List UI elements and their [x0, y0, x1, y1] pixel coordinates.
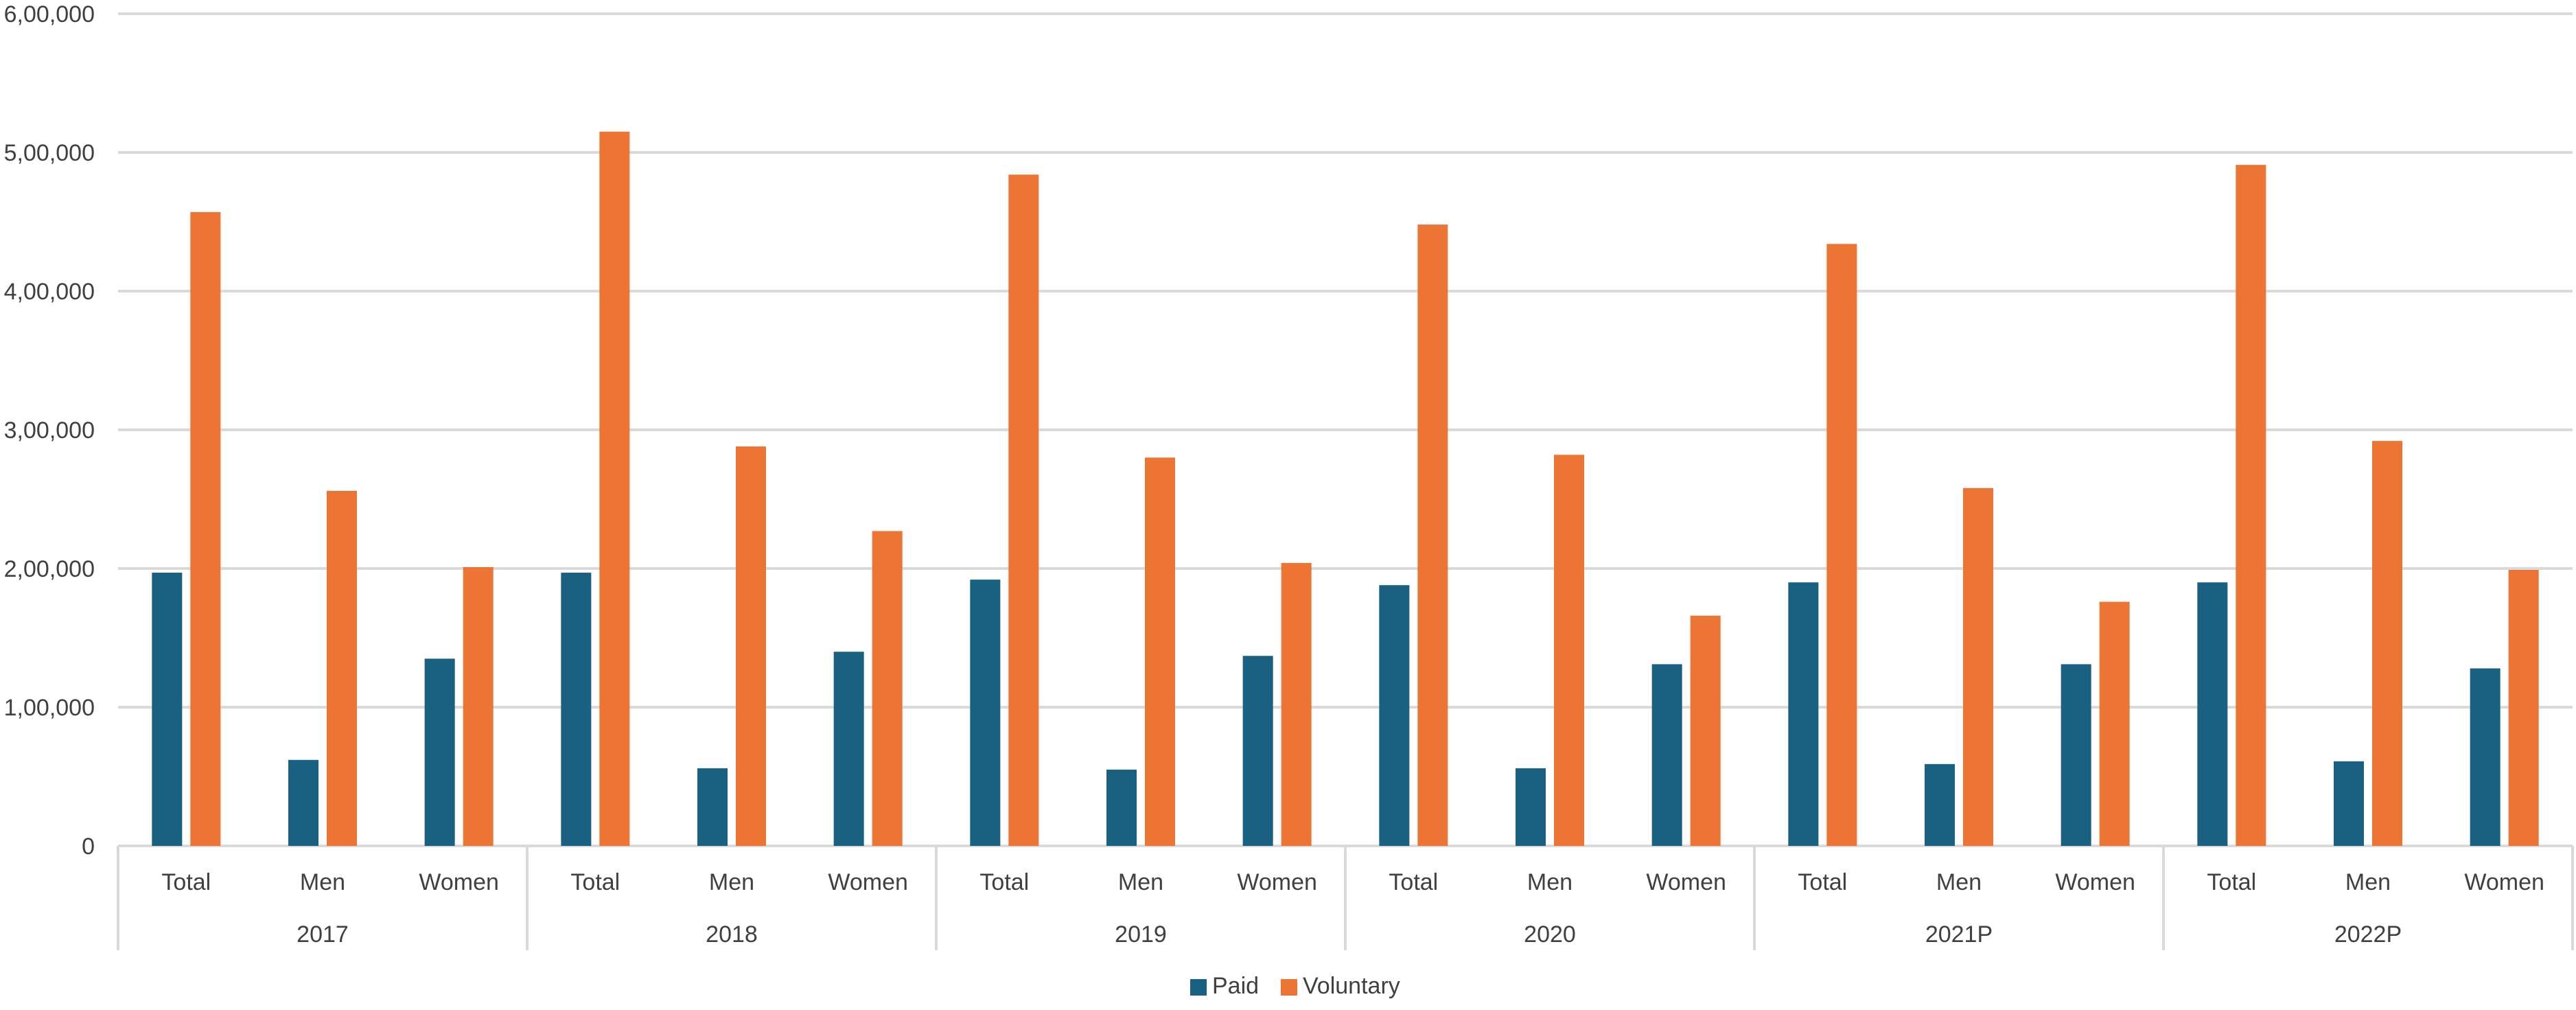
x-category-label: Men: [300, 869, 345, 895]
bar-voluntary-2018-total: [599, 131, 630, 847]
legend-swatch-voluntary: [1281, 979, 1297, 996]
y-tick-label: 4,00,000: [4, 279, 95, 305]
bar-voluntary-2020-women: [1690, 615, 1721, 846]
x-category-label: Women: [419, 869, 499, 895]
x-group-label: 2021P: [1925, 921, 1993, 948]
x-category-label: Total: [1389, 869, 1438, 895]
bar-paid-2017-men: [288, 759, 318, 846]
x-category-label: Men: [1936, 869, 1982, 895]
bar-voluntary-2020-men: [1554, 455, 1584, 846]
bar-paid-2018-men: [697, 768, 728, 846]
bar-voluntary-2019-women: [1281, 562, 1312, 846]
x-category-label: Women: [828, 869, 908, 895]
legend: Paid Voluntary: [1190, 973, 1400, 999]
x-category-label: Total: [979, 869, 1029, 895]
bar-voluntary-2018-women: [872, 531, 903, 846]
bar-voluntary-2020-total: [1417, 225, 1448, 846]
bar-voluntary-2019-total: [1008, 174, 1039, 846]
x-group-label: 2022P: [2334, 921, 2402, 948]
x-category-label: Total: [161, 869, 211, 895]
bar-voluntary-2021P-total: [1826, 244, 1857, 846]
bar-paid-2021P-men: [1925, 764, 1955, 846]
bar-voluntary-2018-men: [736, 446, 766, 846]
bar-paid-2020-women: [1651, 664, 1682, 846]
y-axis-ticks: 0 1,00,000 2,00,000 3,00,000 4,00,000 5,00,00…: [4, 1, 95, 860]
x-category-label: Women: [2464, 869, 2544, 895]
x-group-label: 2018: [706, 921, 758, 948]
y-tick-label: 0: [82, 834, 95, 860]
x-category-label: Women: [1237, 869, 1317, 895]
bar-voluntary-2022P-men: [2372, 441, 2402, 846]
x-category-label: Total: [1798, 869, 1847, 895]
x-group-label: 2017: [297, 921, 349, 948]
bar-paid-2019-total: [970, 579, 1001, 846]
x-category-label: Men: [2345, 869, 2391, 895]
bar-voluntary-2017-total: [190, 211, 221, 846]
gridlines: [118, 12, 2573, 847]
bar-voluntary-2022P-total: [2236, 165, 2266, 846]
bar-voluntary-2021P-men: [1963, 487, 1993, 846]
bar-paid-2017-women: [424, 658, 455, 846]
bar-paid-2019-women: [1242, 656, 1273, 846]
x-category-label: Men: [1527, 869, 1573, 895]
bar-paid-2021P-women: [2061, 664, 2091, 846]
x-axis: Total Men Women 2017 Total Men Women 2018 Total M…: [117, 846, 2574, 950]
legend-label-voluntary: Voluntary: [1303, 973, 1400, 999]
bar-voluntary-2022P-women: [2508, 570, 2539, 846]
legend-label-paid: Paid: [1212, 973, 1259, 999]
x-category-label: Total: [570, 869, 620, 895]
x-group-label: 2020: [1524, 921, 1576, 948]
x-group-label: 2019: [1115, 921, 1167, 948]
bar-paid-2022P-women: [2470, 668, 2500, 846]
y-tick-label: 3,00,000: [4, 417, 95, 444]
y-tick-label: 6,00,000: [4, 1, 95, 27]
bar-paid-2020-men: [1516, 768, 1546, 846]
bar-voluntary-2017-women: [463, 566, 494, 846]
bar-paid-2022P-total: [2197, 582, 2228, 846]
x-category-label: Men: [1118, 869, 1163, 895]
y-tick-label: 1,00,000: [4, 695, 95, 721]
x-category-label: Men: [709, 869, 754, 895]
bar-paid-2022P-men: [2334, 761, 2364, 846]
x-category-label: Women: [2055, 869, 2135, 895]
x-category-label: Total: [2207, 869, 2256, 895]
bar-paid-2020-total: [1379, 585, 1410, 846]
bar-paid-2019-men: [1106, 769, 1137, 846]
legend-swatch-paid: [1190, 979, 1207, 996]
y-tick-label: 2,00,000: [4, 556, 95, 582]
y-tick-label: 5,00,000: [4, 140, 95, 166]
bar-voluntary-2019-men: [1145, 457, 1175, 846]
bar-paid-2017-total: [152, 573, 183, 846]
x-category-label: Women: [1646, 869, 1726, 895]
bar-paid-2018-women: [833, 652, 864, 846]
bar-voluntary-2021P-women: [2099, 601, 2130, 846]
bar-voluntary-2017-men: [327, 490, 357, 846]
bar-paid-2018-total: [561, 573, 592, 846]
bars: [152, 131, 2539, 847]
bar-paid-2021P-total: [1788, 582, 1819, 846]
